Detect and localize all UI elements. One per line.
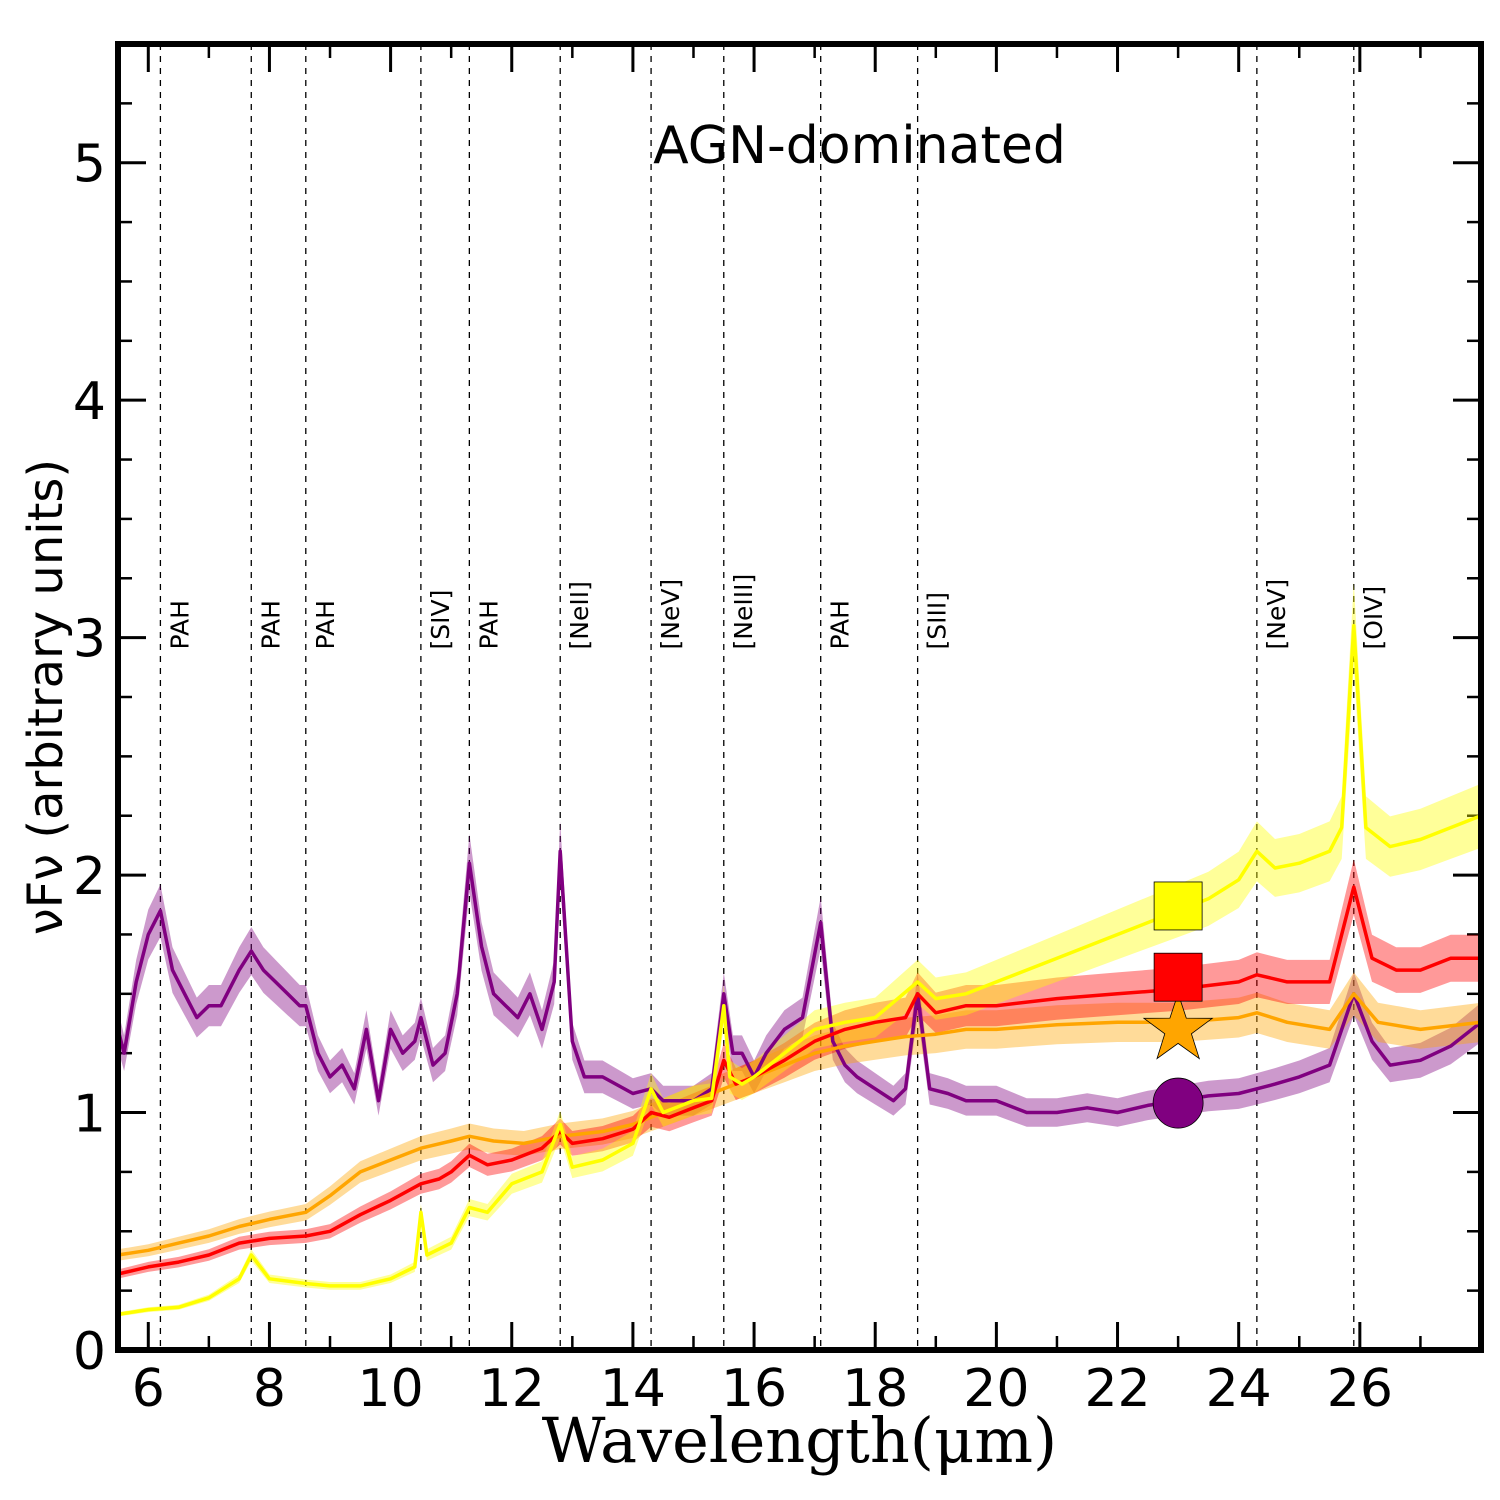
x-tick-label: 16 bbox=[721, 1359, 787, 1419]
spectral-line-label: PAH bbox=[826, 600, 855, 649]
y-tick-label: 4 bbox=[73, 372, 106, 432]
x-tick-label: 6 bbox=[132, 1359, 165, 1419]
spectral-line-label: [NeV] bbox=[656, 579, 685, 650]
x-tick-label: 12 bbox=[479, 1359, 545, 1419]
x-tick-label: 26 bbox=[1327, 1359, 1393, 1419]
series-line bbox=[116, 849, 1483, 1115]
y-axis-title: νFν (arbitrary units) bbox=[18, 459, 74, 935]
x-tick-label: 8 bbox=[253, 1359, 286, 1419]
series-band bbox=[118, 859, 1481, 1279]
series-marker-star bbox=[1142, 992, 1214, 1060]
x-tick-label: 20 bbox=[963, 1359, 1029, 1419]
x-tick-label: 22 bbox=[1084, 1359, 1150, 1419]
y-tick-label: 2 bbox=[73, 847, 106, 907]
series-marker-square bbox=[1153, 952, 1203, 1002]
series-line bbox=[117, 885, 1481, 1276]
series-markers bbox=[1142, 881, 1214, 1129]
chart-title: AGN-dominated bbox=[653, 116, 1066, 176]
x-tick-label: 10 bbox=[358, 1359, 424, 1419]
x-tick-label: 14 bbox=[600, 1359, 666, 1419]
spectral-line-label: PAH bbox=[256, 600, 285, 649]
spectral-line-label: [NeV] bbox=[1262, 579, 1291, 650]
series-band bbox=[118, 972, 1481, 1261]
uncertainty-bands bbox=[118, 582, 1481, 1317]
spectral-line-label: [OIV] bbox=[1359, 586, 1388, 650]
x-tick-label: 24 bbox=[1206, 1359, 1272, 1419]
spectral-line-label: [SIV] bbox=[426, 590, 455, 650]
spectral-line-markers: PAH PAH PAH [SIV] PAH [NeII] [NeV] [NeIII] PAH [S… bbox=[159, 44, 1388, 1350]
x-tick-label: 18 bbox=[842, 1359, 908, 1419]
spectral-line-label: PAH bbox=[474, 600, 503, 649]
y-tick-label: 5 bbox=[73, 135, 106, 195]
x-axis-title: Wavelength(μm) bbox=[542, 1404, 1057, 1477]
y-tick-label: 0 bbox=[73, 1322, 106, 1382]
series-lines bbox=[116, 624, 1483, 1317]
spectral-line-label: [NeII] bbox=[565, 581, 594, 649]
series-marker-square bbox=[1153, 881, 1203, 931]
y-tick-label: 1 bbox=[73, 1085, 106, 1145]
spectral-line-label: [SIII] bbox=[923, 592, 952, 650]
series-line bbox=[117, 992, 1482, 1257]
y-tick-label: 3 bbox=[73, 610, 106, 670]
series-marker-circle bbox=[1152, 1077, 1204, 1129]
spectral-line-label: PAH bbox=[311, 600, 340, 649]
plot-frame bbox=[115, 41, 1484, 1353]
spectral-line-label: [NeIII] bbox=[729, 574, 758, 650]
spectral-line-label: PAH bbox=[165, 600, 194, 649]
series-line bbox=[117, 624, 1482, 1317]
